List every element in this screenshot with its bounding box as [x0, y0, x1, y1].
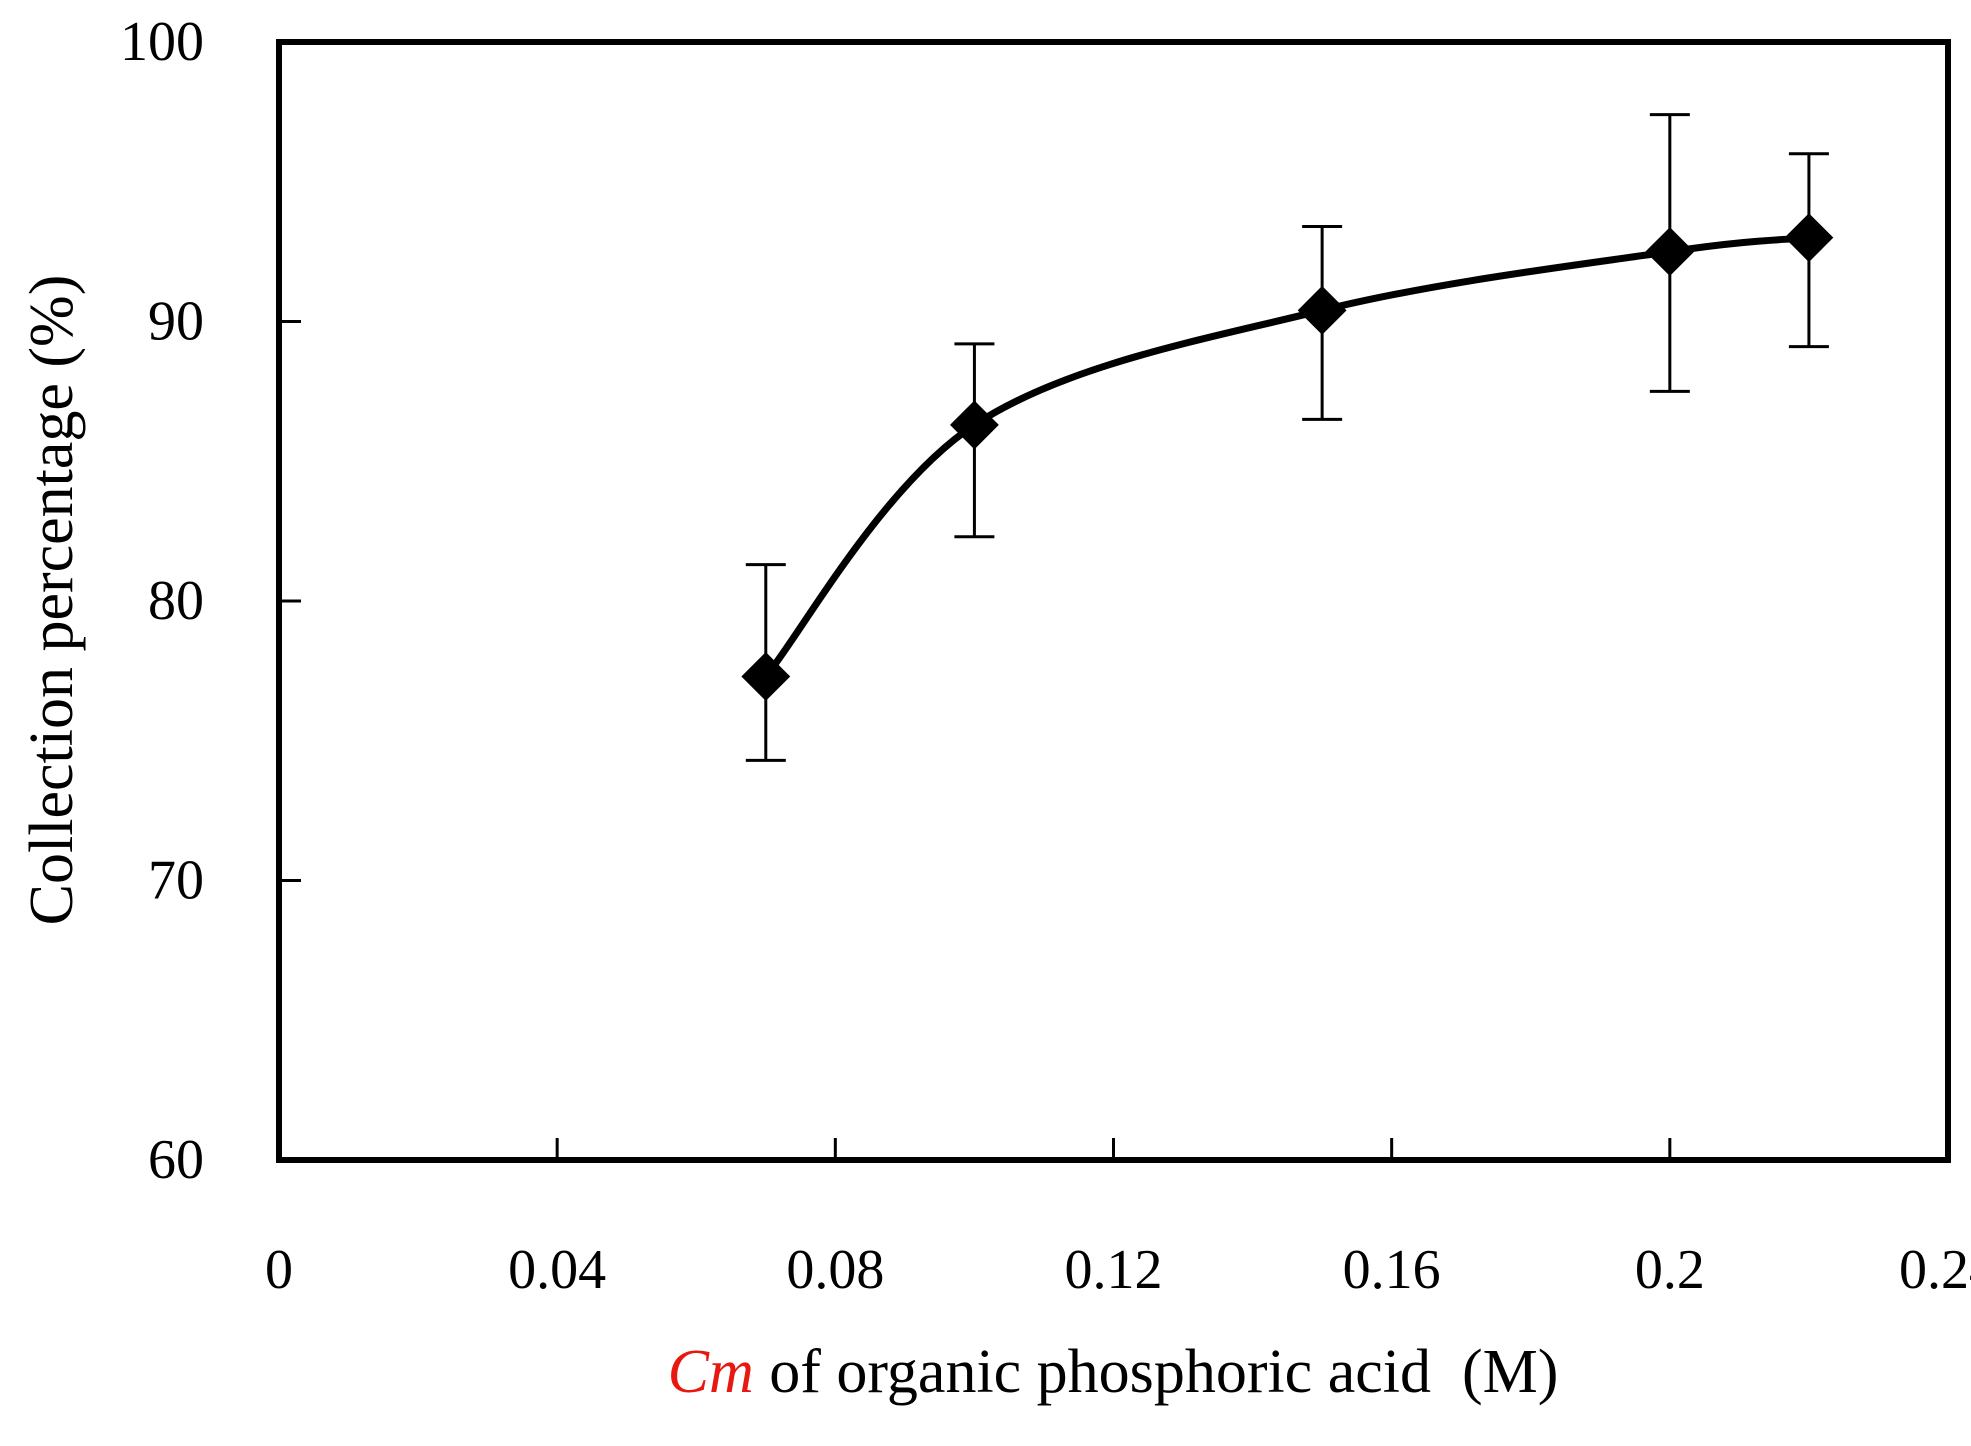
x-tick-label-3: 0.12 — [1065, 1239, 1163, 1301]
data-point-4 — [1784, 213, 1834, 263]
data-point-0 — [741, 652, 791, 701]
y-tick-label-2: 80 — [148, 570, 204, 632]
y-tick-label-1: 70 — [148, 850, 204, 912]
y-axis-title: Collection percentage (%) — [18, 275, 86, 926]
y-tick-label-4: 100 — [120, 11, 204, 73]
x-tick-label-2: 0.08 — [786, 1239, 884, 1301]
y-tick-label-3: 90 — [148, 291, 204, 353]
x-axis-title-rest: of organic phosphoric acid (M) — [754, 1338, 1559, 1406]
x-tick-label-0: 0 — [265, 1239, 293, 1301]
x-tick-label-5: 0.2 — [1635, 1239, 1705, 1301]
series-layer — [741, 113, 1834, 762]
x-tick-label-4: 0.16 — [1343, 1239, 1441, 1301]
x-tick-label-6: 0.24 — [1899, 1239, 1971, 1301]
data-point-1 — [950, 400, 999, 450]
x-axis-tick-labels: 0 0.04 0.08 0.12 0.16 0.2 0.24 — [265, 1239, 1971, 1301]
series-0-line — [762, 234, 1813, 680]
y-axis-tick-labels: 60 70 80 90 100 — [120, 11, 204, 1191]
x-tick-label-1: 0.04 — [508, 1239, 606, 1301]
y-axis-ticks — [279, 320, 301, 882]
data-point-2 — [1297, 285, 1347, 335]
plot-frame — [276, 39, 1951, 1163]
y-tick-label-0: 60 — [148, 1129, 204, 1191]
x-axis-title: Cm of organic phosphoric acid (M) — [668, 1338, 1559, 1406]
data-point-3 — [1645, 227, 1695, 277]
x-axis-title-prefix: Cm — [668, 1338, 754, 1406]
x-axis-ticks — [555, 1138, 1672, 1160]
